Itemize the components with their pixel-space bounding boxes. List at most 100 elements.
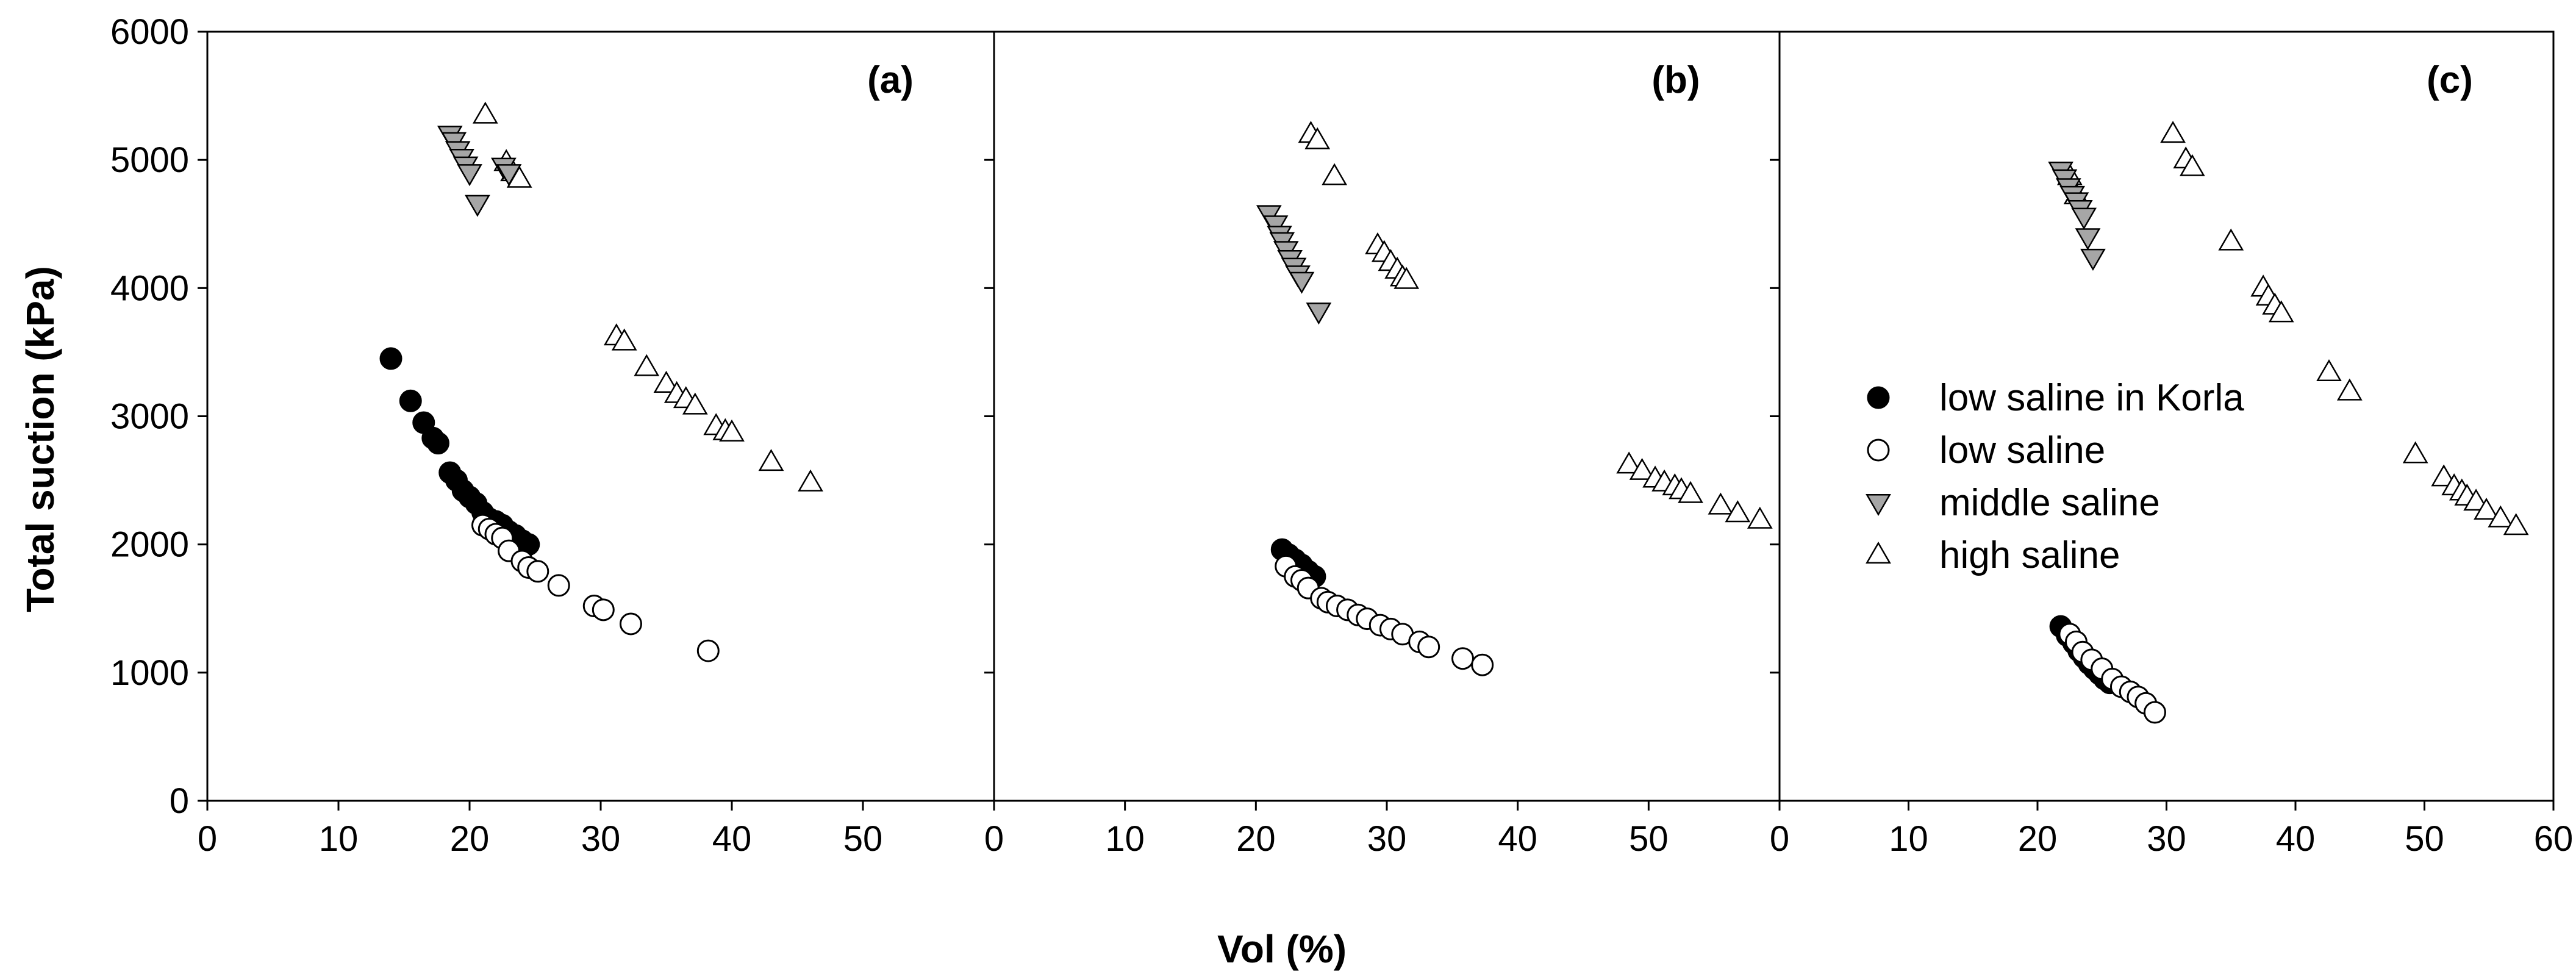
data-point bbox=[457, 164, 482, 187]
data-point bbox=[1629, 457, 1655, 480]
x-tick-label: 40 bbox=[712, 819, 752, 859]
series-high-saline bbox=[1298, 121, 1773, 529]
x-tick-label: 10 bbox=[1889, 819, 1928, 859]
legend-marker bbox=[1866, 494, 1891, 517]
legend-marker bbox=[1866, 541, 1891, 564]
x-tick-label: 30 bbox=[1367, 819, 1407, 859]
y-tick-label: 2000 bbox=[110, 525, 189, 565]
data-point bbox=[399, 389, 422, 412]
data-point bbox=[653, 370, 679, 393]
data-point bbox=[2431, 464, 2457, 487]
x-tick-label: 50 bbox=[843, 819, 883, 859]
data-point bbox=[2474, 497, 2499, 520]
series-middle-saline bbox=[1256, 205, 1332, 325]
data-point bbox=[1304, 127, 1331, 149]
data-point bbox=[2402, 441, 2428, 464]
panel-label: (c) bbox=[2427, 59, 2473, 101]
legend-item: low saline bbox=[1867, 429, 2105, 471]
y-tick-label: 5000 bbox=[110, 140, 189, 180]
plot-frame bbox=[993, 30, 1781, 802]
panel-3: 0 10 20 30 40 50 60 (c) bbox=[1770, 30, 2574, 859]
series-low-saline bbox=[1275, 554, 1494, 676]
data-point bbox=[1322, 163, 1348, 185]
data-point bbox=[2316, 359, 2342, 382]
series-low-saline-in-korla bbox=[379, 347, 540, 556]
panels: 0 10 20 30 40 50 0 1000 2000 3000 4000 5000 6000 (a) 0… bbox=[110, 12, 2573, 859]
x-tick-label: 30 bbox=[581, 819, 621, 859]
data-point bbox=[798, 469, 823, 492]
x-tick-label: 60 bbox=[2534, 819, 2574, 859]
data-point bbox=[619, 612, 642, 636]
data-point bbox=[2160, 121, 2186, 143]
y-tick-label: 4000 bbox=[110, 268, 189, 308]
x-tick-label: 20 bbox=[2018, 819, 2058, 859]
data-point bbox=[1306, 303, 1332, 325]
data-point bbox=[1725, 500, 1751, 523]
x-tick-label: 40 bbox=[2276, 819, 2316, 859]
data-point bbox=[696, 639, 720, 662]
x-tick-label: 50 bbox=[2405, 819, 2444, 859]
data-point bbox=[426, 432, 449, 455]
legend-label: low saline in Korla bbox=[1939, 377, 2244, 419]
data-point bbox=[611, 328, 637, 351]
data-point bbox=[2179, 154, 2205, 176]
data-point bbox=[2071, 207, 2097, 230]
data-point bbox=[2143, 701, 2166, 724]
data-point bbox=[1417, 636, 1440, 659]
data-point bbox=[496, 164, 522, 187]
panel-1: 0 10 20 30 40 50 0 1000 2000 3000 4000 5000 6000 (a) bbox=[110, 12, 995, 859]
series-low-saline bbox=[2058, 623, 2166, 724]
data-point bbox=[1616, 451, 1642, 474]
x-tick-label: 10 bbox=[1105, 819, 1145, 859]
data-point bbox=[2463, 489, 2489, 511]
y-tick-label: 1000 bbox=[110, 653, 189, 693]
legend: low saline in Korla low saline middle sali… bbox=[1866, 377, 2244, 576]
series-low-saline bbox=[471, 514, 720, 662]
y-tick-label: 6000 bbox=[110, 12, 189, 52]
y-axis-title: Total suction (kPa) bbox=[18, 266, 62, 612]
data-point bbox=[2268, 300, 2294, 323]
x-tick-label: 0 bbox=[984, 819, 1004, 859]
data-point bbox=[2075, 228, 2101, 251]
y-tick-label: 0 bbox=[170, 781, 189, 821]
data-point bbox=[526, 560, 549, 583]
panel-label: (a) bbox=[867, 59, 914, 101]
x-tick-label: 10 bbox=[319, 819, 359, 859]
legend-label: high saline bbox=[1939, 534, 2120, 576]
series-high-saline bbox=[2057, 121, 2529, 535]
x-tick-label: 50 bbox=[1629, 819, 1669, 859]
legend-label: low saline bbox=[1939, 429, 2105, 471]
x-tick-label: 20 bbox=[1236, 819, 1276, 859]
legend-label: middle saline bbox=[1939, 482, 2160, 524]
data-point bbox=[1747, 506, 1773, 529]
data-point bbox=[2080, 248, 2106, 271]
x-tick-label: 30 bbox=[2147, 819, 2186, 859]
data-point bbox=[592, 598, 615, 621]
x-axis-title: Vol (%) bbox=[1217, 927, 1347, 971]
series-high-saline bbox=[472, 101, 823, 492]
x-tick-label: 0 bbox=[1770, 819, 1789, 859]
panel-2: 0 10 20 30 40 50 (b) bbox=[984, 30, 1781, 859]
data-point bbox=[1451, 647, 1475, 670]
data-point bbox=[682, 392, 708, 415]
legend-item: low saline in Korla bbox=[1867, 377, 2244, 419]
legend-item: middle saline bbox=[1866, 482, 2160, 524]
plot-frame bbox=[206, 30, 995, 802]
x-tick-label: 40 bbox=[1498, 819, 1537, 859]
data-point bbox=[2218, 228, 2244, 251]
data-point bbox=[2336, 378, 2363, 401]
series-middle-saline bbox=[437, 126, 522, 217]
data-point bbox=[2503, 513, 2529, 535]
data-point bbox=[2488, 505, 2514, 528]
panel-label: (b) bbox=[1651, 59, 1700, 101]
y-tick-label: 3000 bbox=[110, 397, 189, 437]
data-point bbox=[465, 195, 490, 217]
data-point bbox=[1678, 481, 1703, 503]
x-tick-label: 20 bbox=[450, 819, 490, 859]
data-point bbox=[719, 419, 745, 442]
data-point bbox=[547, 574, 570, 597]
legend-marker bbox=[1867, 386, 1890, 409]
data-point bbox=[1394, 267, 1420, 289]
legend-marker bbox=[1867, 439, 1890, 462]
